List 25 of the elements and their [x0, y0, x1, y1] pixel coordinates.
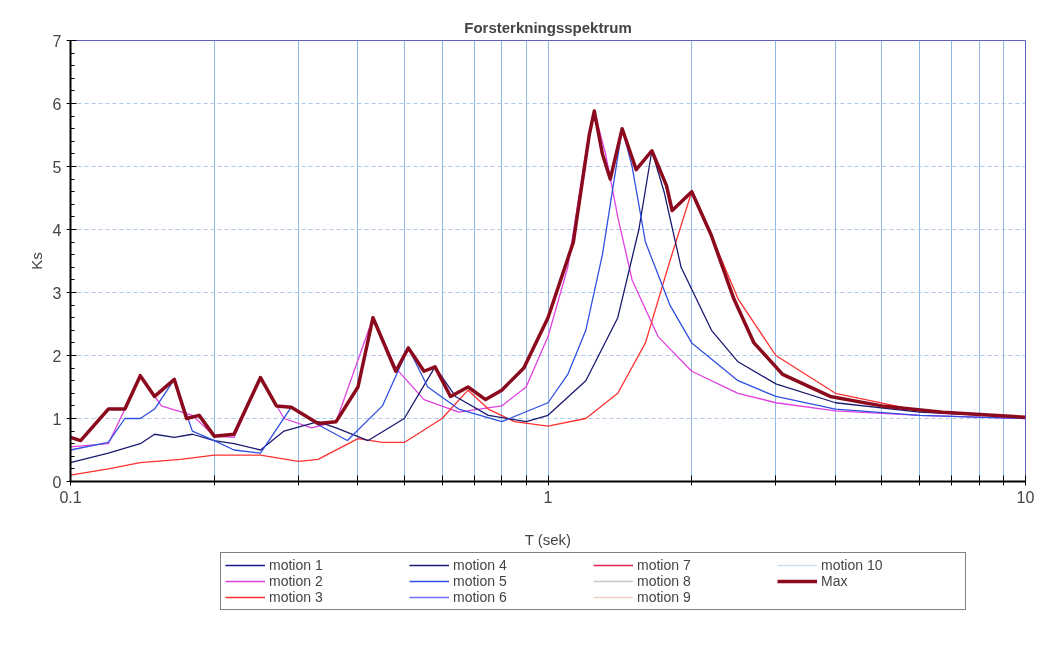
y-tick-label: 2	[52, 347, 62, 365]
y-tick-label: 4	[52, 221, 62, 239]
chart-title: Forsterkningsspektrum	[464, 18, 632, 36]
legend-label: motion 4	[453, 557, 508, 573]
y-tick-label: 5	[52, 158, 62, 176]
legend-label: motion 10	[821, 557, 884, 573]
legend-label: motion 7	[637, 557, 692, 573]
x-tick-label: 1	[543, 488, 553, 506]
legend-label: motion 2	[269, 573, 324, 589]
y-tick-label: 0	[52, 473, 62, 491]
legend-label: motion 5	[453, 573, 508, 589]
y-axis-title: Ks	[27, 252, 45, 270]
legend-label: motion 3	[269, 589, 324, 605]
legend-label: motion 9	[637, 589, 692, 605]
y-tick-label: 1	[52, 410, 62, 428]
x-axis-title: T (sek)	[524, 530, 572, 548]
y-tick-label: 3	[52, 284, 62, 302]
x-tick-label: 10	[1016, 488, 1035, 506]
y-tick-label: 6	[52, 95, 62, 113]
y-tick-label: 7	[52, 32, 62, 50]
legend-label: motion 6	[453, 589, 508, 605]
legend-label: motion 1	[269, 557, 324, 573]
x-tick-label: 0.1	[59, 488, 82, 506]
legend-label: motion 8	[637, 573, 692, 589]
legend-label: Max	[821, 573, 849, 589]
